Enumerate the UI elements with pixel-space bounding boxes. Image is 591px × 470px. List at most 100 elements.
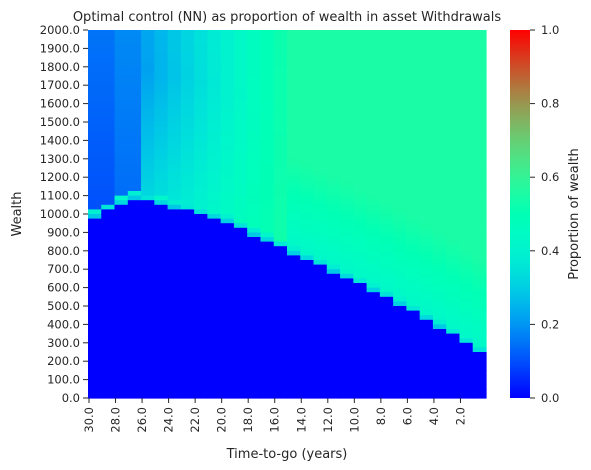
heatmap-cell <box>353 333 368 339</box>
heatmap-cell <box>353 76 368 82</box>
heatmap-cell <box>379 393 394 399</box>
heatmap-cell <box>273 71 288 77</box>
heatmap-cell <box>194 333 208 339</box>
heatmap-cell <box>101 223 116 229</box>
heatmap-cell <box>313 384 328 390</box>
heatmap-cell <box>472 306 487 312</box>
heatmap-cell <box>114 154 129 160</box>
heatmap-cell <box>287 39 301 45</box>
heatmap-cell <box>207 177 222 183</box>
heatmap-cell <box>127 145 142 151</box>
heatmap-cell <box>127 315 142 321</box>
heatmap-cell <box>353 388 368 394</box>
heatmap-cell <box>260 53 275 59</box>
heatmap-cell <box>194 384 208 390</box>
heatmap-cell <box>154 273 169 279</box>
heatmap-cell <box>273 218 288 224</box>
heatmap-cell <box>247 195 262 201</box>
heatmap-cell <box>366 112 381 118</box>
heatmap-cell <box>194 126 208 132</box>
heatmap-cell <box>260 264 275 270</box>
heatmap-cell <box>406 126 421 132</box>
heatmap-cell <box>459 283 474 289</box>
heatmap-cell <box>446 57 461 63</box>
heatmap-cell <box>220 181 235 187</box>
heatmap-cell <box>313 76 328 82</box>
heatmap-cell <box>247 126 262 132</box>
heatmap-cell <box>194 108 208 114</box>
heatmap-cell <box>233 306 248 312</box>
heatmap-cell <box>326 181 341 187</box>
heatmap-cell <box>472 117 487 123</box>
heatmap-cell <box>220 117 235 123</box>
heatmap-cell <box>393 319 407 325</box>
heatmap-cell <box>233 57 248 63</box>
heatmap-cell <box>472 365 487 371</box>
heatmap-cell <box>432 315 447 321</box>
heatmap-cell <box>154 34 169 40</box>
heatmap-cell <box>220 365 235 371</box>
heatmap-cell <box>167 310 182 316</box>
heatmap-cell <box>154 246 169 252</box>
heatmap-cell <box>366 214 381 220</box>
heatmap-cell <box>379 384 394 390</box>
heatmap-cell <box>114 370 129 376</box>
heatmap-cell <box>233 315 248 321</box>
heatmap-cell <box>127 62 142 68</box>
heatmap-cell <box>180 140 195 146</box>
heatmap-cell <box>167 126 182 132</box>
heatmap-cell <box>353 126 368 132</box>
heatmap-cell <box>220 278 235 284</box>
heatmap-cell <box>194 94 208 100</box>
heatmap-cell <box>300 264 315 270</box>
heatmap-cell <box>88 145 102 151</box>
heatmap-cell <box>472 149 487 155</box>
heatmap-cell <box>379 89 394 95</box>
heatmap-cell <box>260 393 275 399</box>
heatmap-cell <box>366 347 381 353</box>
heatmap-cell <box>366 375 381 381</box>
heatmap-cell <box>260 237 275 243</box>
heatmap-cell <box>88 379 102 385</box>
heatmap-cell <box>101 209 116 215</box>
heatmap-cell <box>167 48 182 54</box>
heatmap-cell <box>419 388 434 394</box>
heatmap-cell <box>101 186 116 192</box>
heatmap-cell <box>432 246 447 252</box>
heatmap-cell <box>340 255 354 261</box>
heatmap-cell <box>260 131 275 137</box>
heatmap-cell <box>194 301 208 307</box>
heatmap-cell <box>406 117 421 123</box>
heatmap-cell <box>220 319 235 325</box>
heatmap-cell <box>326 227 341 233</box>
heatmap-cell <box>287 227 301 233</box>
heatmap-cell <box>233 131 248 137</box>
heatmap-cell <box>432 89 447 95</box>
heatmap-cell <box>180 117 195 123</box>
heatmap-cell <box>353 255 368 261</box>
heatmap-cell <box>379 200 394 206</box>
heatmap-cell <box>379 333 394 339</box>
x-tick-label: 20.0 <box>215 407 229 433</box>
heatmap-cell <box>233 103 248 109</box>
heatmap-cell <box>101 53 116 59</box>
heatmap-cell <box>300 356 315 362</box>
heatmap-cell <box>406 278 421 284</box>
heatmap-cell <box>114 34 129 40</box>
heatmap-cell <box>154 315 169 321</box>
heatmap-cell <box>247 181 262 187</box>
heatmap-cell <box>207 76 222 82</box>
heatmap-cell <box>379 388 394 394</box>
heatmap-cell <box>273 89 288 95</box>
heatmap-cell <box>353 140 368 146</box>
heatmap-cell <box>141 250 155 256</box>
heatmap-cell <box>273 384 288 390</box>
heatmap-cell <box>366 39 381 45</box>
heatmap-cell <box>313 227 328 233</box>
heatmap-cell <box>366 30 381 36</box>
heatmap-cell <box>220 76 235 82</box>
heatmap-cell <box>220 264 235 270</box>
heatmap-cell <box>194 145 208 151</box>
heatmap-cell <box>300 186 315 192</box>
heatmap-cell <box>180 34 195 40</box>
